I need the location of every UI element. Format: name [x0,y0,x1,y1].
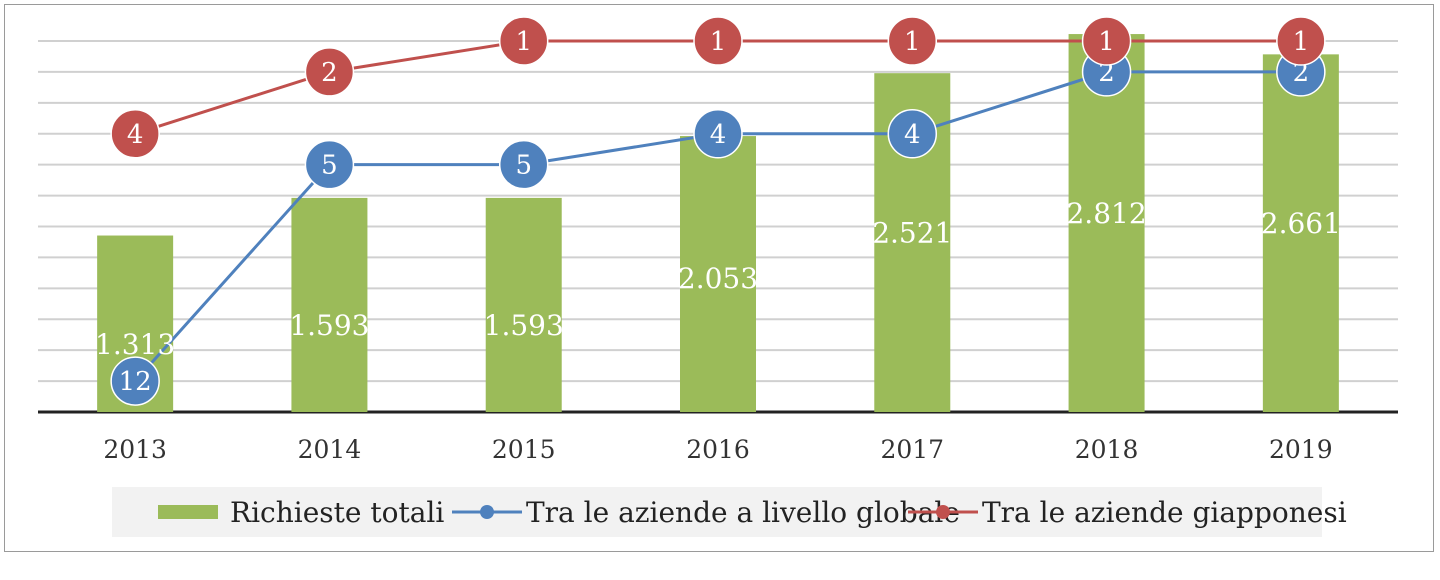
x-tick-label: 2013 [103,435,167,464]
chart-frame [4,4,1434,552]
marker-label: 1 [515,27,532,57]
x-tick-label: 2014 [298,435,362,464]
marker-label: 1 [1098,27,1115,57]
marker-label: 4 [904,120,921,150]
legend-label-global: Tra le aziende a livello globale [526,495,960,529]
legend: Richieste totali Tra le aziende a livell… [112,487,1347,537]
x-tick-label: 2017 [880,435,944,464]
marker-global [498,139,549,190]
marker-label: 2 [321,58,338,88]
marker-global [693,109,743,159]
marker-label: 1 [710,27,727,57]
marker-japan [110,109,160,159]
bar-value-label: 2.521 [872,217,952,250]
marker-japan [1081,16,1132,66]
bar-value-label: 1.593 [289,309,369,342]
marker-label: 2 [1293,58,1310,88]
bar [485,197,562,412]
legend-item-bars: Richieste totali [158,487,444,537]
bar-value-label: 2.661 [1261,207,1341,240]
marker-label: 5 [321,151,338,181]
marker-japan [1276,16,1326,66]
bar-value-label: 2.812 [1066,197,1146,230]
bar [680,136,756,412]
legend-item-global: Tra le aziende a livello globale [452,487,960,537]
x-tick-label: 2018 [1075,435,1139,464]
bar [1262,54,1339,413]
marker-global [887,109,938,159]
legend-item-japan: Tra le aziende giapponesi [908,487,1347,537]
marker-japan [887,16,938,66]
bar-value-label: 2.053 [678,262,758,295]
bar [1068,34,1145,412]
marker-label: 4 [127,120,144,150]
legend-swatch-japan [908,505,978,519]
x-tick-label: 2016 [686,435,750,464]
bar [291,197,368,412]
marker-label: 1 [1293,27,1310,57]
marker-global [110,356,160,406]
marker-label: 4 [710,120,727,150]
marker-japan [304,47,355,97]
marker-label: 5 [515,151,532,181]
marker-label: 2 [1098,58,1115,88]
marker-japan [498,16,549,66]
legend-swatch-global [452,505,522,519]
marker-global [304,139,355,190]
bar-value-label: 1.313 [95,328,175,361]
legend-swatch-bars [158,505,218,519]
legend-label-bars: Richieste totali [230,495,445,529]
marker-label: 1 [904,27,921,57]
x-tick-label: 2019 [1269,435,1333,464]
bar-value-label: 1.593 [484,309,564,342]
x-tick-label: 2015 [492,435,556,464]
marker-label: 12 [119,367,152,397]
marker-japan [693,16,743,66]
legend-label-japan: Tra le aziende giapponesi [982,495,1347,529]
